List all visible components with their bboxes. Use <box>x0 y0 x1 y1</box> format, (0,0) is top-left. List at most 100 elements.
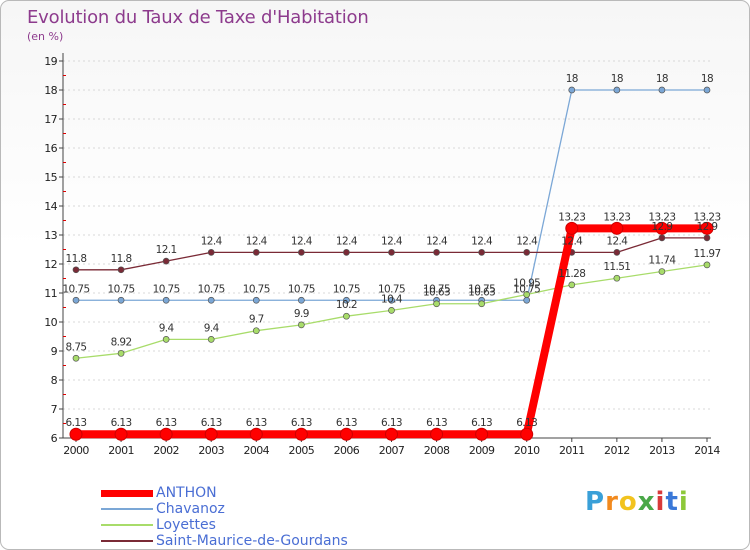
data-point-chavanoz-2002 <box>162 296 170 304</box>
data-label-loyettes-2011: 11.28 <box>558 268 585 280</box>
y-tick-label-19: 19 <box>44 55 57 68</box>
x-tick-label-2007: 2007 <box>379 444 405 457</box>
y-tick-label-18: 18 <box>44 84 57 97</box>
legend-swatch-loyettes <box>101 524 153 526</box>
data-point-loyettes-2011 <box>568 281 576 289</box>
data-label-loyettes-2001: 8.92 <box>111 336 132 348</box>
data-label-saint-maurice-de-gourdans-2004: 12.4 <box>246 235 268 247</box>
x-tick-label-2003: 2003 <box>198 444 224 457</box>
data-point-saint-maurice-de-gourdans-2008 <box>433 249 440 256</box>
data-point-loyettes-2003 <box>207 336 215 343</box>
data-label-saint-maurice-de-gourdans-2011: 12.4 <box>561 235 583 247</box>
data-point-anthon-2014 <box>700 221 714 235</box>
legend-label-anthon: ANTHON <box>156 485 217 501</box>
data-label-loyettes-2008: 10.63 <box>423 287 450 299</box>
data-point-loyettes-2010 <box>523 291 531 298</box>
legend-label-loyettes: Loyettes <box>156 517 216 533</box>
data-label-loyettes-2012: 11.51 <box>603 261 630 273</box>
data-point-loyettes-2005 <box>298 321 305 329</box>
data-point-anthon-2008 <box>430 427 444 441</box>
data-label-saint-maurice-de-gourdans-2014: 12.9 <box>697 221 718 233</box>
data-label-saint-maurice-de-gourdans-2009: 12.4 <box>471 235 493 247</box>
x-tick-label-2008: 2008 <box>424 444 450 457</box>
proxiti-logo: Proxiti <box>585 487 689 517</box>
chart-title: Evolution du Taux de Taxe d'Habitation <box>27 7 369 28</box>
data-point-chavanoz-2004 <box>252 296 260 304</box>
data-label-chavanoz-2010: 10.75 <box>513 283 540 295</box>
x-tick-label-2014: 2014 <box>694 444 720 457</box>
data-label-chavanoz-2011: 18 <box>566 73 578 85</box>
data-point-anthon-2007 <box>385 427 398 441</box>
data-point-loyettes-2009 <box>478 300 485 308</box>
data-label-loyettes-2000: 8.75 <box>66 341 87 353</box>
logo-letter: P <box>585 487 606 517</box>
data-label-loyettes-2007: 10.4 <box>381 293 403 305</box>
data-point-loyettes-2007 <box>388 307 395 314</box>
data-label-loyettes-2004: 9.7 <box>249 314 264 326</box>
data-label-chavanoz-2003: 10.75 <box>198 283 225 295</box>
chart-unit: (en %) <box>27 30 64 43</box>
y-tick-label-13: 13 <box>44 229 57 242</box>
data-label-chavanoz-2006: 10.75 <box>333 283 360 295</box>
data-point-chavanoz-2005 <box>298 296 305 304</box>
data-label-loyettes-2010: 10.95 <box>513 277 540 289</box>
data-point-chavanoz-2010 <box>523 296 531 304</box>
x-tick-label-2010: 2010 <box>514 444 540 457</box>
data-point-saint-maurice-de-gourdans-2014 <box>703 234 711 242</box>
logo-letter: r <box>605 487 619 517</box>
data-point-chavanoz-2003 <box>207 296 215 304</box>
data-point-saint-maurice-de-gourdans-2009 <box>478 249 485 256</box>
data-point-chavanoz-2014 <box>703 86 711 94</box>
data-point-anthon-2006 <box>339 427 353 441</box>
data-label-chavanoz-2002: 10.75 <box>153 283 180 295</box>
logo-letter: t <box>665 487 679 517</box>
data-label-saint-maurice-de-gourdans-2007: 12.4 <box>381 235 403 247</box>
data-label-saint-maurice-de-gourdans-2010: 12.4 <box>516 235 538 247</box>
logo-letter: o <box>618 487 638 517</box>
y-tick-label-8: 8 <box>51 374 58 387</box>
data-label-chavanoz-2004: 10.75 <box>243 283 270 295</box>
data-label-anthon-2001: 6.13 <box>111 417 132 429</box>
legend-label-chavanoz: Chavanoz <box>156 501 225 517</box>
y-tick-label-11: 11 <box>44 287 57 300</box>
data-label-anthon-2003: 6.13 <box>201 417 222 429</box>
data-point-saint-maurice-de-gourdans-2000 <box>72 266 80 274</box>
data-label-loyettes-2005: 9.9 <box>294 308 309 320</box>
data-point-anthon-2003 <box>204 427 218 441</box>
data-point-loyettes-2004 <box>252 327 260 335</box>
data-label-loyettes-2013: 11.74 <box>648 255 676 267</box>
data-label-anthon-2005: 6.13 <box>291 417 312 429</box>
data-label-loyettes-2014: 11.97 <box>693 248 720 260</box>
legend-swatch-chavanoz <box>101 508 153 510</box>
data-point-saint-maurice-de-gourdans-2010 <box>523 249 531 256</box>
x-tick-label-2002: 2002 <box>153 444 179 457</box>
data-point-anthon-2012 <box>610 221 624 235</box>
logo-letter: i <box>655 487 666 517</box>
data-point-loyettes-2002 <box>162 336 170 343</box>
y-tick-label-15: 15 <box>44 171 57 184</box>
data-point-anthon-2010 <box>520 427 534 441</box>
data-label-loyettes-2003: 9.4 <box>204 322 220 334</box>
data-label-anthon-2004: 6.13 <box>246 417 267 429</box>
data-point-anthon-2001 <box>114 427 128 441</box>
data-point-chavanoz-2001 <box>117 296 125 304</box>
data-label-chavanoz-2012: 18 <box>611 73 623 85</box>
data-point-loyettes-2013 <box>658 268 666 275</box>
data-point-anthon-2009 <box>475 427 489 441</box>
data-point-loyettes-2001 <box>117 349 125 357</box>
data-point-saint-maurice-de-gourdans-2012 <box>613 249 621 256</box>
data-point-saint-maurice-de-gourdans-2003 <box>207 249 215 256</box>
x-tick-label-2012: 2012 <box>604 444 630 457</box>
data-label-anthon-2011: 13.23 <box>558 211 585 223</box>
data-label-anthon-2007: 6.13 <box>381 417 402 429</box>
y-tick-label-10: 10 <box>44 316 57 329</box>
data-point-loyettes-2008 <box>433 300 440 308</box>
data-point-anthon-2000 <box>69 427 83 441</box>
data-label-anthon-2006: 6.13 <box>336 417 357 429</box>
y-tick-label-12: 12 <box>44 258 57 271</box>
x-tick-label-2011: 2011 <box>559 444 585 457</box>
data-point-chavanoz-2013 <box>658 86 666 94</box>
data-point-loyettes-2012 <box>613 274 621 282</box>
